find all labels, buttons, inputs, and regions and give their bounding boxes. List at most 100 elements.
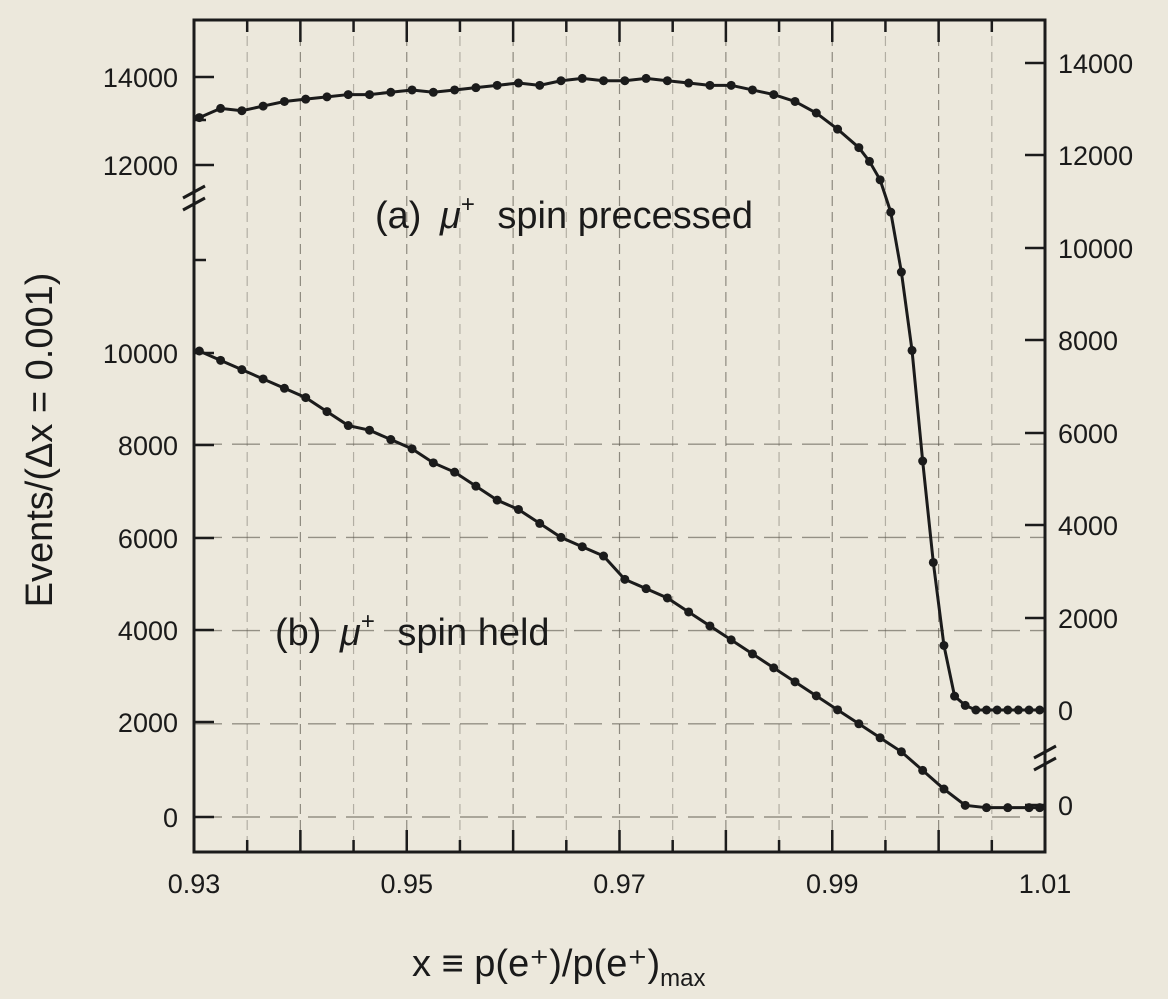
series-b-point bbox=[258, 374, 268, 384]
series-b-point bbox=[535, 518, 545, 528]
series-b-point bbox=[684, 607, 694, 617]
y-right-tick-label: 12000 bbox=[1058, 141, 1133, 171]
series-b-point bbox=[407, 444, 417, 454]
series-a-point bbox=[864, 156, 874, 166]
series-a-label: (a) μ+ spin precessed bbox=[375, 179, 753, 237]
series-a-point bbox=[301, 94, 311, 104]
series-a-point bbox=[981, 705, 991, 715]
series-a-point bbox=[258, 101, 268, 111]
y-right-tick-label: 8000 bbox=[1058, 326, 1118, 356]
series-a-point bbox=[950, 691, 960, 701]
series-a-point bbox=[875, 175, 885, 185]
grid bbox=[194, 20, 1045, 852]
y-left-tick-label: 6000 bbox=[118, 524, 178, 554]
series-a-point bbox=[194, 113, 204, 123]
series-a-point bbox=[939, 640, 949, 650]
series-a-point bbox=[1024, 705, 1034, 715]
series-a-point bbox=[684, 78, 694, 88]
series-a-point bbox=[705, 80, 715, 90]
series-b-point bbox=[237, 365, 247, 375]
series-a-point bbox=[428, 87, 438, 97]
series-b-point bbox=[279, 383, 289, 393]
series-a-point bbox=[343, 90, 353, 100]
series-b-point bbox=[726, 635, 736, 645]
series-b-point bbox=[896, 747, 906, 757]
y-right-tick-label: 2000 bbox=[1058, 604, 1118, 634]
y-left-tick-label: 4000 bbox=[118, 616, 178, 646]
y-right-tick-label: 14000 bbox=[1058, 49, 1133, 79]
series-b-point bbox=[939, 784, 949, 794]
series-b-point bbox=[662, 593, 672, 603]
y-left-tick-label: 10000 bbox=[103, 339, 178, 369]
series-a-point bbox=[513, 78, 523, 88]
x-tick-label: 0.93 bbox=[168, 869, 221, 899]
series-markers bbox=[194, 73, 1045, 813]
series-a-point bbox=[886, 207, 896, 217]
series-a-point bbox=[599, 76, 609, 86]
series-a-point bbox=[216, 103, 226, 113]
y-right-tick-label: 10000 bbox=[1058, 234, 1133, 264]
series-a-point bbox=[769, 90, 779, 100]
series-a-point bbox=[726, 80, 736, 90]
series-b-point bbox=[492, 495, 502, 505]
x-tick-label: 0.95 bbox=[380, 869, 433, 899]
series-a-point bbox=[960, 700, 970, 710]
series-b-point bbox=[428, 458, 438, 468]
series-b-point bbox=[599, 551, 609, 561]
series-a-point bbox=[279, 96, 289, 106]
series-b-point bbox=[365, 425, 375, 435]
x-tick-label: 1.01 bbox=[1019, 869, 1072, 899]
series-b-point bbox=[556, 532, 566, 542]
series-a-point bbox=[322, 92, 332, 102]
series-b-point bbox=[854, 719, 864, 729]
series-a-point bbox=[1013, 705, 1023, 715]
series-b-point bbox=[322, 407, 332, 417]
series-b-point bbox=[386, 435, 396, 445]
left-axis-break bbox=[182, 184, 206, 212]
series-b-curve bbox=[198, 349, 1040, 810]
series-a-point bbox=[365, 90, 375, 100]
series-b-point bbox=[620, 574, 630, 584]
series-a-point bbox=[896, 267, 906, 277]
series-b-point bbox=[918, 765, 928, 775]
series-b-point bbox=[577, 542, 587, 552]
series-a-point bbox=[971, 705, 981, 715]
series-a-point bbox=[471, 83, 481, 93]
series-a-point bbox=[492, 80, 502, 90]
series-b-point bbox=[833, 705, 843, 715]
series-b-point bbox=[769, 663, 779, 673]
series-a-point bbox=[928, 557, 938, 567]
series-a-point bbox=[811, 108, 821, 118]
x-tick-label: 0.99 bbox=[806, 869, 859, 899]
series-a-point bbox=[918, 456, 928, 466]
series-a-point bbox=[556, 76, 566, 86]
y-right-tick-label: 0 bbox=[1058, 696, 1073, 726]
y-right-tick-label: 0 bbox=[1058, 791, 1073, 821]
series-a-point bbox=[577, 73, 587, 83]
y-left-tick-label: 8000 bbox=[118, 431, 178, 461]
series-a-point bbox=[535, 80, 545, 90]
series-b-point bbox=[194, 346, 204, 356]
y-axis-label: Events/(Δx = 0.001) bbox=[19, 273, 61, 608]
series-a-point bbox=[620, 76, 630, 86]
series-b-point bbox=[960, 800, 970, 810]
y-left-tick-label: 2000 bbox=[118, 708, 178, 738]
series-b-point bbox=[790, 677, 800, 687]
right-axis-break bbox=[1033, 744, 1057, 772]
series-b-point bbox=[1035, 803, 1045, 813]
series-a-point bbox=[907, 345, 917, 355]
series-b-point bbox=[1003, 803, 1013, 813]
series-a-point bbox=[747, 85, 757, 95]
series-a-point bbox=[790, 96, 800, 106]
series-b-point bbox=[343, 421, 353, 431]
y-left-tick-label: 14000 bbox=[103, 63, 178, 93]
series-a-point bbox=[641, 73, 651, 83]
series-a-point bbox=[1035, 705, 1045, 715]
x-tick-label: 0.97 bbox=[593, 869, 646, 899]
series-b-label: (b) μ+ spin held bbox=[275, 596, 550, 654]
series-b-point bbox=[513, 504, 523, 514]
series-a-point bbox=[1003, 705, 1013, 715]
y-left-tick-label: 0 bbox=[163, 803, 178, 833]
series-b-point bbox=[301, 393, 311, 403]
